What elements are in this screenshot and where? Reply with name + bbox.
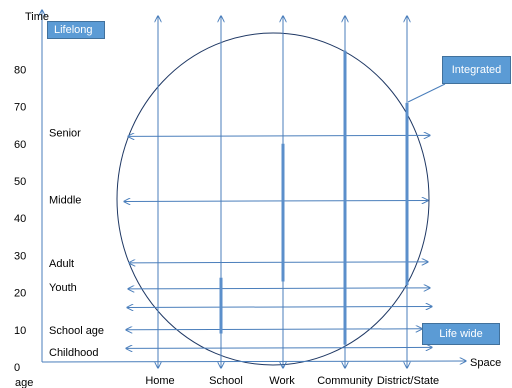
- space-category-label: Home: [145, 375, 174, 387]
- space-axis: [41, 361, 466, 362]
- integrated-label-box: Integrated: [442, 56, 511, 84]
- life-wide-arrow: [128, 135, 430, 136]
- life-wide-arrow: [127, 306, 432, 307]
- life-wide-arrow: [126, 347, 432, 348]
- y-tick-label: 20: [14, 288, 26, 300]
- y-tick-label: 10: [14, 325, 26, 337]
- lifelong-label-box: Lifelong: [47, 21, 105, 39]
- space-category-label: Work: [269, 375, 295, 387]
- y-tick-label: 0: [14, 362, 20, 374]
- stage-label: Senior: [49, 128, 81, 140]
- space-category-label: School: [209, 375, 243, 387]
- stage-label: School age: [49, 325, 104, 337]
- age-axis-label: age: [15, 377, 33, 388]
- y-tick-label: 60: [14, 139, 26, 151]
- lifelong-label: Lifelong: [54, 23, 93, 36]
- life-wide-arrow: [126, 329, 422, 330]
- space-category-label: District/State: [377, 375, 439, 387]
- life-wide-arrow: [128, 288, 430, 289]
- integrated-label: Integrated: [451, 63, 502, 76]
- stage-label: Childhood: [49, 347, 99, 359]
- stage-label: Youth: [49, 282, 77, 294]
- life-wide-label-box: Life wide: [422, 323, 500, 345]
- life-wide-arrow: [129, 262, 428, 263]
- coverage-circle: [116, 32, 430, 366]
- space-category-label: Community: [317, 375, 373, 387]
- integrated-leader-line: [407, 83, 446, 103]
- life-wide-arrow: [124, 200, 428, 201]
- y-tick-label: 50: [14, 176, 26, 188]
- space-axis-label: Space: [470, 357, 501, 369]
- y-tick-label: 70: [14, 102, 26, 114]
- stage-label: Adult: [49, 258, 74, 270]
- stage-label: Middle: [49, 195, 81, 207]
- y-tick-label: 40: [14, 213, 26, 225]
- y-tick-label: 80: [14, 64, 26, 76]
- time-axis-label: Time: [25, 11, 49, 23]
- life-wide-label: Life wide: [439, 327, 483, 340]
- y-tick-label: 30: [14, 250, 26, 262]
